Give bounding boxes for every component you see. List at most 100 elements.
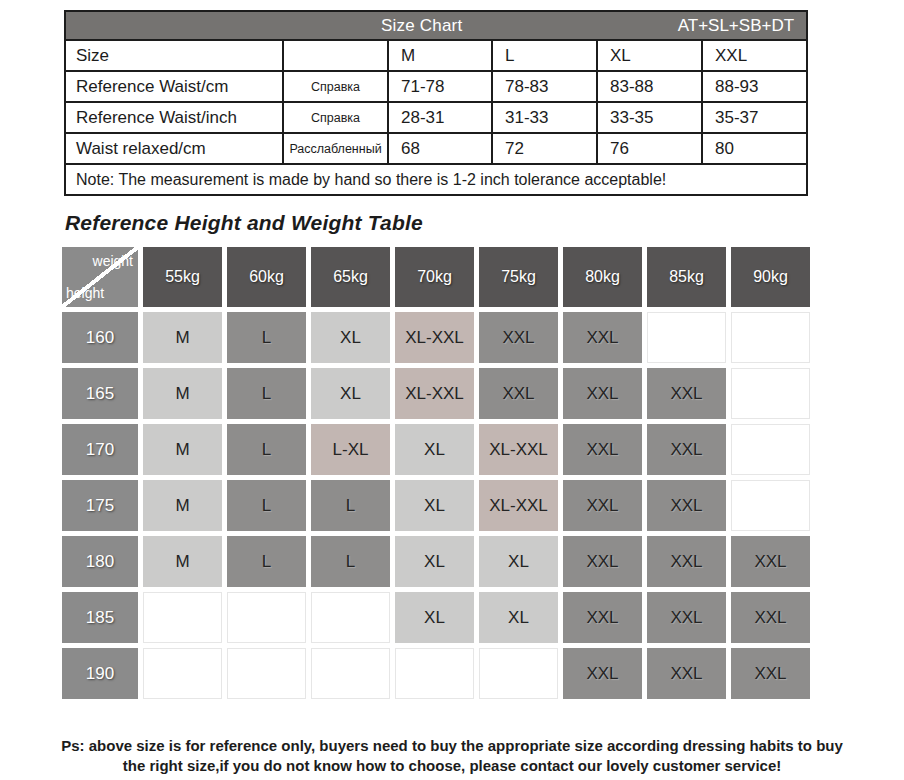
row-annotation: Справка — [283, 102, 388, 133]
size-cell: XL-XXL — [479, 480, 558, 531]
size-cell: XL-XXL — [479, 424, 558, 475]
size-cell: L — [227, 536, 306, 587]
height-header-cell: 180 — [62, 536, 138, 587]
size-cell — [731, 424, 810, 475]
size-value-cell: 78-83 — [492, 71, 597, 102]
size-value-cell: 80 — [702, 133, 807, 164]
size-value-cell: M — [388, 40, 492, 71]
height-weight-row: 170MLL-XLXLXL-XXLXXLXXL — [62, 424, 810, 475]
weight-header-cell: 80kg — [563, 247, 642, 307]
size-cell — [731, 312, 810, 363]
height-weight-row: 175MLLXLXL-XXLXXLXXL — [62, 480, 810, 531]
height-weight-row: 160MLXLXL-XXLXXLXXL — [62, 312, 810, 363]
size-value-cell: XXL — [702, 40, 807, 71]
size-cell — [647, 312, 726, 363]
size-cell: XL — [479, 592, 558, 643]
weight-header-cell: 75kg — [479, 247, 558, 307]
size-cell — [227, 592, 306, 643]
size-chart-header: Size Chart AT+SL+SB+DT — [65, 11, 807, 40]
size-cell: XXL — [563, 312, 642, 363]
row-label: Reference Waist/cm — [65, 71, 283, 102]
size-cell: L — [227, 312, 306, 363]
size-chart-table: Size Chart AT+SL+SB+DT SizeMLXLXXLRefere… — [64, 10, 808, 196]
size-cell — [311, 592, 390, 643]
size-chart-title: Size Chart — [381, 16, 462, 36]
size-cell: L — [311, 536, 390, 587]
size-cell — [731, 480, 810, 531]
weight-axis-label: weight — [93, 253, 133, 269]
size-cell: M — [143, 368, 222, 419]
row-label: Waist relaxed/cm — [65, 133, 283, 164]
size-value-cell: 35-37 — [702, 102, 807, 133]
size-cell: XXL — [731, 592, 810, 643]
size-value-cell: 33-35 — [597, 102, 702, 133]
height-weight-row: 190XXLXXLXXL — [62, 648, 810, 699]
height-header-cell: 175 — [62, 480, 138, 531]
size-cell: XXL — [647, 368, 726, 419]
size-value-cell: 28-31 — [388, 102, 492, 133]
size-cell: XXL — [563, 536, 642, 587]
size-cell: XXL — [647, 536, 726, 587]
size-value-cell: 88-93 — [702, 71, 807, 102]
size-cell: L — [311, 480, 390, 531]
size-cell: M — [143, 480, 222, 531]
size-cell: XXL — [647, 424, 726, 475]
size-cell: M — [143, 536, 222, 587]
size-cell — [227, 648, 306, 699]
size-cell: XL — [395, 480, 474, 531]
size-cell: XXL — [563, 480, 642, 531]
height-weight-row: 185XLXLXXLXXLXXL — [62, 592, 810, 643]
size-cell: XXL — [647, 648, 726, 699]
size-cell — [143, 648, 222, 699]
size-value-cell: 72 — [492, 133, 597, 164]
size-cell: XL-XXL — [395, 312, 474, 363]
row-annotation: Справка — [283, 71, 388, 102]
corner-cell: weight height — [62, 247, 138, 307]
size-cell: M — [143, 424, 222, 475]
footer-note-line1: Ps: above size is for reference only, bu… — [0, 736, 904, 756]
size-cell: XXL — [647, 480, 726, 531]
size-value-cell: 68 — [388, 133, 492, 164]
size-value-cell: 76 — [597, 133, 702, 164]
weight-header-cell: 55kg — [143, 247, 222, 307]
row-annotation — [283, 40, 388, 71]
size-value-cell: 83-88 — [597, 71, 702, 102]
weight-header-cell: 60kg — [227, 247, 306, 307]
size-cell: XL — [395, 592, 474, 643]
size-cell: L — [227, 480, 306, 531]
size-cell — [311, 648, 390, 699]
size-cell: XXL — [563, 648, 642, 699]
size-cell: XXL — [563, 592, 642, 643]
size-chart-note-row: Note: The measurement is made by hand so… — [65, 164, 807, 195]
size-cell — [395, 648, 474, 699]
size-cell: XXL — [479, 368, 558, 419]
height-weight-row: 165MLXLXL-XXLXXLXXLXXL — [62, 368, 810, 419]
row-label: Size — [65, 40, 283, 71]
size-cell: L-XL — [311, 424, 390, 475]
size-cell: XXL — [563, 424, 642, 475]
size-value-cell: XL — [597, 40, 702, 71]
height-weight-row: 180MLLXLXLXXLXXLXXL — [62, 536, 810, 587]
weight-header-cell: 85kg — [647, 247, 726, 307]
size-chart-row: Reference Waist/cmСправка71-7878-8383-88… — [65, 71, 807, 102]
size-cell: L — [227, 368, 306, 419]
height-weight-header-row: weight height 55kg60kg65kg70kg75kg80kg85… — [62, 247, 810, 307]
size-cell: XL — [395, 424, 474, 475]
size-cell — [731, 368, 810, 419]
row-label: Reference Waist/inch — [65, 102, 283, 133]
size-cell: XXL — [647, 592, 726, 643]
height-weight-table: weight height 55kg60kg65kg70kg75kg80kg85… — [57, 242, 815, 704]
size-value-cell: 31-33 — [492, 102, 597, 133]
size-chart-row: SizeMLXLXXL — [65, 40, 807, 71]
height-header-cell: 185 — [62, 592, 138, 643]
size-chart-row: Reference Waist/inchСправка28-3131-3333-… — [65, 102, 807, 133]
size-cell: M — [143, 312, 222, 363]
size-cell: XL — [311, 368, 390, 419]
size-cell: XL — [395, 536, 474, 587]
size-cell — [479, 648, 558, 699]
weight-header-cell: 70kg — [395, 247, 474, 307]
height-header-cell: 190 — [62, 648, 138, 699]
size-cell: XXL — [479, 312, 558, 363]
weight-header-cell: 90kg — [731, 247, 810, 307]
height-weight-heading: Reference Height and Weight Table — [65, 211, 904, 235]
